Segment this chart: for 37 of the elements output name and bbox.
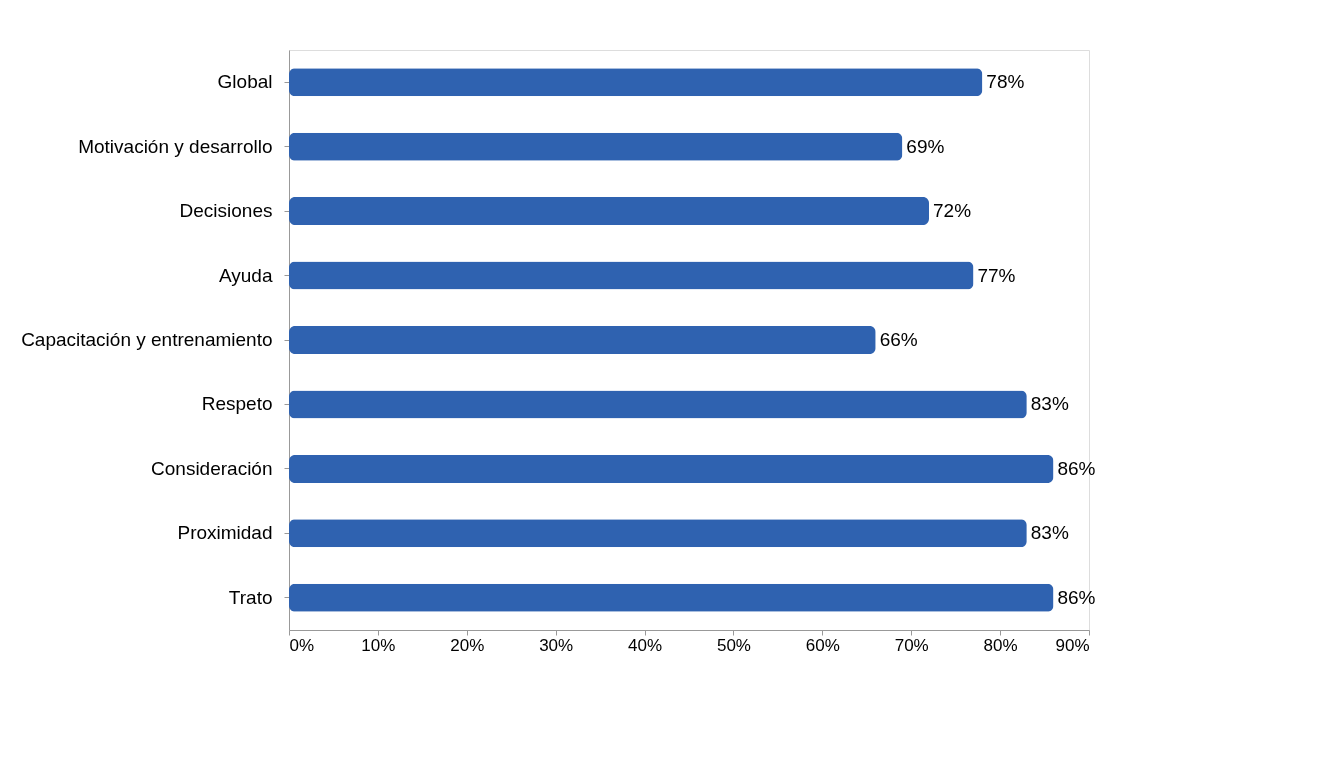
y-tick-label: Decisiones (179, 200, 273, 222)
y-tick-label: Proximidad (177, 522, 273, 544)
x-tick-label: 30% (539, 635, 574, 655)
x-tick-label: 10% (361, 635, 396, 655)
y-tick-label: Respeto (201, 393, 273, 415)
bar (289, 519, 1027, 548)
data-label: 78% (986, 71, 1025, 93)
x-tick-label: 90% (1055, 635, 1090, 655)
data-label: 69% (906, 135, 945, 157)
data-label: 83% (1030, 522, 1069, 544)
data-label: 72% (933, 200, 972, 222)
bar (289, 454, 1054, 483)
bar (289, 132, 903, 161)
y-tick-label: Global (217, 71, 273, 93)
bar (289, 261, 974, 290)
y-tick-label: Capacitación y entrenamiento (21, 329, 273, 350)
x-tick-label: 40% (628, 635, 663, 655)
y-tick-label: Motivación y desarrollo (78, 135, 273, 157)
x-tick-label: 0% (289, 635, 315, 655)
x-tick-label: 50% (716, 635, 751, 655)
bar (289, 197, 929, 226)
data-label: 86% (1057, 586, 1096, 608)
x-tick-label: 80% (983, 635, 1018, 655)
x-tick-label: 20% (450, 635, 485, 655)
data-label: 83% (1030, 393, 1069, 415)
data-label: 86% (1057, 457, 1096, 479)
bar (289, 390, 1027, 419)
y-tick-label: Trato (228, 586, 273, 608)
y-tick-label: Ayuda (218, 264, 273, 286)
data-label: 66% (879, 329, 918, 350)
bar (289, 68, 983, 97)
data-label: 77% (977, 264, 1016, 286)
x-tick-label: 70% (894, 635, 929, 655)
bar (289, 583, 1054, 612)
x-tick-label: 60% (805, 635, 840, 655)
bar (289, 326, 876, 354)
y-tick-label: Consideración (151, 457, 273, 479)
